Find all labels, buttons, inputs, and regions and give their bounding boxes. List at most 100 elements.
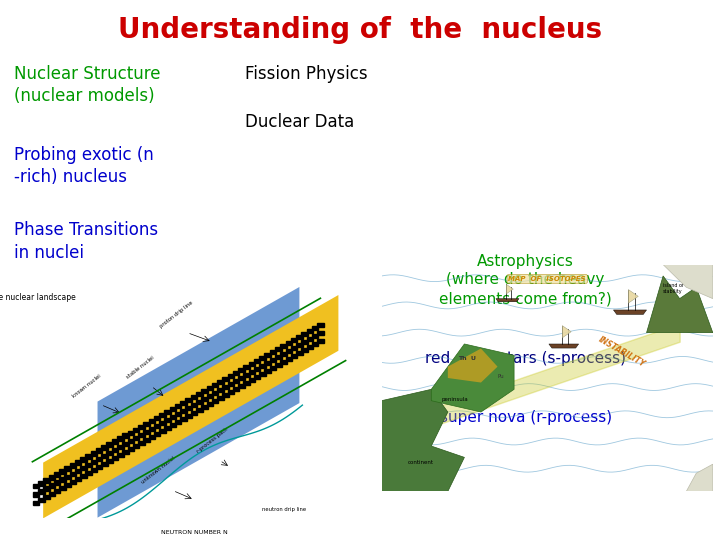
Bar xyxy=(318,323,324,327)
Polygon shape xyxy=(496,299,519,302)
Bar xyxy=(102,462,108,466)
Bar xyxy=(286,341,292,345)
Polygon shape xyxy=(686,464,713,491)
Text: Nuclear Structure
(nuclear models): Nuclear Structure (nuclear models) xyxy=(14,65,161,105)
Bar xyxy=(318,331,324,335)
Bar xyxy=(132,428,139,431)
Bar xyxy=(270,358,276,362)
Bar xyxy=(91,451,97,456)
Bar xyxy=(202,405,208,409)
Bar xyxy=(54,481,60,485)
Text: Pu: Pu xyxy=(498,374,504,379)
Bar xyxy=(196,408,202,412)
Text: unknown nuclei: unknown nuclei xyxy=(140,455,176,484)
Bar xyxy=(33,492,40,497)
Bar xyxy=(59,485,66,490)
Bar xyxy=(228,374,234,378)
Bar xyxy=(159,413,166,417)
Polygon shape xyxy=(549,344,579,348)
Bar xyxy=(233,387,239,391)
Bar xyxy=(243,373,250,377)
Text: stable nuclei: stable nuclei xyxy=(125,355,156,380)
Bar xyxy=(127,447,134,451)
Bar xyxy=(127,438,134,443)
Text: proton drip line: proton drip line xyxy=(159,300,194,329)
Bar xyxy=(138,441,145,445)
Bar xyxy=(48,491,55,496)
Bar xyxy=(222,377,229,381)
Bar xyxy=(48,483,55,488)
Bar xyxy=(86,463,92,467)
Bar xyxy=(302,340,308,344)
Text: peninsula: peninsula xyxy=(441,397,468,402)
Bar xyxy=(148,427,155,431)
Bar xyxy=(207,402,213,406)
Text: known nuclei: known nuclei xyxy=(71,373,102,399)
Text: Astrophysics
(where do the heavy
elements come from?): Astrophysics (where do the heavy element… xyxy=(439,254,612,306)
Text: The nuclear landscape: The nuclear landscape xyxy=(0,293,76,302)
Bar xyxy=(122,434,129,438)
Bar xyxy=(102,446,108,450)
Bar xyxy=(191,395,197,399)
Bar xyxy=(207,386,213,390)
Bar xyxy=(291,346,297,350)
Text: island of
distorted
nuclei: island of distorted nuclei xyxy=(570,401,591,417)
Bar xyxy=(275,355,282,359)
Bar xyxy=(38,489,45,494)
Bar xyxy=(164,426,171,430)
Bar xyxy=(80,457,86,462)
Bar xyxy=(38,481,45,485)
Bar xyxy=(318,339,324,343)
Bar xyxy=(96,456,102,461)
Bar xyxy=(175,403,181,408)
Bar xyxy=(33,501,40,505)
Bar xyxy=(307,337,313,341)
Bar xyxy=(243,364,250,369)
Bar xyxy=(296,335,302,339)
Bar xyxy=(296,351,302,355)
Bar xyxy=(54,472,60,476)
Bar xyxy=(217,396,224,400)
Bar xyxy=(180,401,186,405)
Bar xyxy=(70,463,76,468)
Bar xyxy=(212,391,218,395)
Bar xyxy=(122,442,129,446)
Bar xyxy=(186,414,192,418)
Bar xyxy=(248,362,255,366)
Bar xyxy=(154,416,161,420)
Bar xyxy=(228,382,234,386)
Bar xyxy=(291,354,297,358)
Bar xyxy=(296,343,302,347)
Polygon shape xyxy=(562,326,571,338)
Bar xyxy=(117,453,124,457)
Bar xyxy=(75,461,81,464)
Bar xyxy=(264,353,271,357)
Bar xyxy=(54,489,60,493)
Bar xyxy=(302,332,308,336)
Text: red giant stars (s-process): red giant stars (s-process) xyxy=(425,351,626,366)
Bar xyxy=(159,421,166,425)
Bar xyxy=(170,423,176,427)
Bar xyxy=(202,397,208,401)
Bar xyxy=(259,364,266,368)
Bar xyxy=(38,497,45,502)
Bar xyxy=(217,380,224,384)
Bar xyxy=(96,465,102,469)
Bar xyxy=(212,383,218,387)
Bar xyxy=(64,467,71,470)
Polygon shape xyxy=(97,287,300,518)
Bar xyxy=(312,326,318,330)
Bar xyxy=(132,436,139,440)
Bar xyxy=(312,334,318,338)
Bar xyxy=(170,415,176,419)
Polygon shape xyxy=(43,295,338,518)
Polygon shape xyxy=(613,310,647,314)
Bar xyxy=(180,409,186,413)
Bar xyxy=(186,397,192,402)
Bar xyxy=(164,418,171,422)
Bar xyxy=(91,468,97,472)
Bar xyxy=(112,456,118,460)
Bar xyxy=(143,438,150,442)
Bar xyxy=(259,356,266,360)
Bar xyxy=(228,390,234,394)
